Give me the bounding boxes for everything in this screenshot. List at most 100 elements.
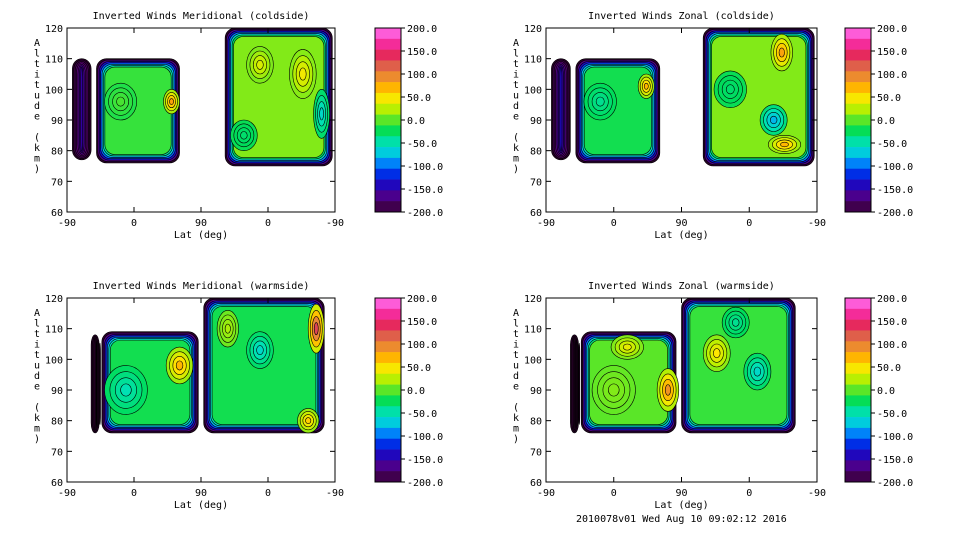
y-tick-label: 120 [45,294,63,305]
colorbar-swatch [845,427,871,440]
contour-feature-4-level-3 [622,343,632,351]
colorbar-swatch [845,471,871,483]
y-tick-label: 100 [45,355,63,366]
contour-field [72,28,333,167]
colorbar-tick-label: -200.0 [877,478,913,489]
colorbar-swatch [845,147,871,159]
contour-feature-5-level-3 [725,84,735,95]
contour-field [90,298,325,434]
colorbar-tick-label: -150.0 [407,185,443,196]
colorbar-tick-label: -50.0 [407,409,437,420]
colorbar-swatch [375,82,401,94]
footer-timestamp: 2010078v01 Wed Aug 10 09:02:12 2016 [576,514,787,525]
chart-title: Inverted Winds Meridional (warmside) [93,281,310,292]
colorbar-swatch [375,147,401,159]
x-tick-label: 0 [265,218,271,229]
colorbar-swatch [375,60,401,72]
x-tick-label: 0 [611,488,617,499]
colorbar-tick-label: 200.0 [877,24,907,35]
colorbar-tick-label: 0.0 [877,116,895,127]
colorbar-tick-label: 150.0 [877,317,907,328]
y-tick-label: 90 [530,386,542,397]
contour-feature-1-level-3 [608,383,620,397]
colorbar-swatch [845,460,871,472]
colorbar-swatch [375,449,401,461]
contour-feature-3-level-3 [299,67,307,81]
colorbar-swatch [375,395,401,407]
contour-region-0-band-6 [559,66,563,152]
colorbar-swatch [375,330,401,342]
y-tick-label: 90 [530,116,542,127]
x-tick-label: 90 [195,218,207,229]
colorbar-tick-label: 200.0 [407,24,437,35]
y-tick-label: 70 [51,447,63,458]
y-tick-label: 60 [530,478,542,489]
colorbar-swatch [845,103,871,115]
colorbar-tick-label: 200.0 [407,294,437,305]
colorbar-swatch [375,179,401,191]
x-axis-label: Lat (deg) [654,500,708,511]
colorbar-tick-label: 0.0 [407,386,425,397]
contour-feature-1-level-3 [120,383,132,397]
colorbar-swatch [375,406,401,418]
colorbar-swatch [845,179,871,191]
colorbar-tick-label: -150.0 [877,455,913,466]
colorbar-swatch [375,136,401,148]
contour-feature-0-level-3 [643,82,649,90]
colorbar-swatch [375,308,401,320]
y-tick-label: 100 [524,85,542,96]
colorbar-tick-label: -50.0 [407,139,437,150]
colorbar-tick-label: -150.0 [877,185,913,196]
y-tick-label: 110 [524,325,542,336]
y-tick-label: 120 [45,24,63,35]
x-tick-label: -90 [58,218,76,229]
contour-region-0-band-5 [577,341,579,427]
colorbar-swatch [375,103,401,115]
contour-field [570,298,796,434]
colorbar-swatch [845,449,871,461]
colorbar-swatch [845,157,871,170]
contour-feature-2-level-3 [778,47,785,58]
colorbar-swatch [845,125,871,137]
colorbar-swatch [845,319,871,331]
contour-region-0-band-5 [97,341,100,427]
x-tick-label: 0 [265,488,271,499]
colorbar-swatch [845,38,871,50]
chart-title: Inverted Winds Meridional (coldside) [93,11,310,22]
colorbar-swatch [375,417,401,429]
colorbar-tick-label: 150.0 [407,317,437,328]
y-tick-label: 80 [530,417,542,428]
contour-region-0-band-3 [574,338,576,430]
x-tick-label: 0 [131,488,137,499]
contour-region-0-band-6 [80,66,84,152]
colorbar-swatch [845,352,871,364]
x-tick-label: 90 [195,488,207,499]
colorbar-tick-label: -50.0 [877,139,907,150]
y-tick-label: 70 [51,177,63,188]
x-tick-label: -90 [326,488,344,499]
colorbar-swatch [375,92,401,105]
x-tick-label: 90 [675,218,687,229]
contour-feature-3-level-3 [753,366,762,377]
colorbar-tick-label: -150.0 [407,455,443,466]
contour-feature-0-level-3 [175,360,184,371]
colorbar-swatch [375,384,401,396]
colorbar-swatch [375,190,401,202]
colorbar-swatch [845,395,871,407]
colorbar-swatch [375,438,401,450]
x-tick-label: 0 [611,218,617,229]
contour-feature-5-level-3 [240,131,248,140]
contour-feature-1-level-3 [116,96,125,107]
colorbar-swatch [845,438,871,450]
x-tick-label: 90 [675,488,687,499]
contour-feature-4-level-3 [256,345,264,356]
contour-feature-3-level-3 [769,115,778,125]
colorbar-swatch [375,460,401,472]
contour-region-0-band-6 [578,342,581,425]
contour-feature-2-level-3 [256,59,264,70]
colorbar-swatch [845,60,871,72]
contour-feature-2-level-3 [313,322,319,336]
